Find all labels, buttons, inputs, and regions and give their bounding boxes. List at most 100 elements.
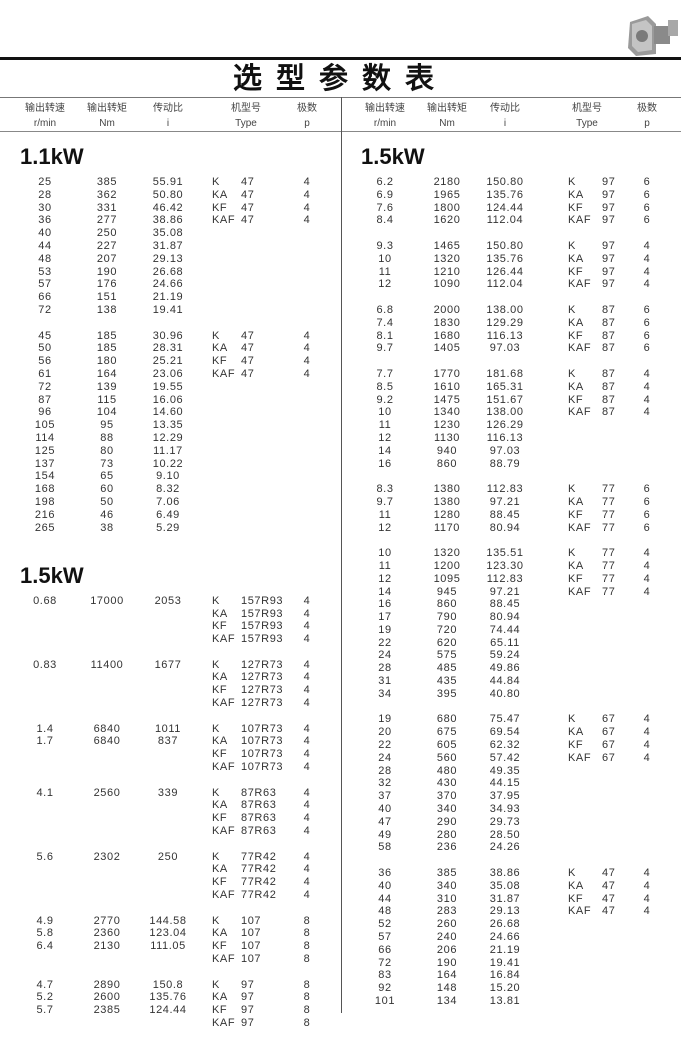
type-series-cell: KA [212,735,228,748]
speed-cell: 105 [34,419,56,432]
type-series-cell: KF [212,876,228,889]
type-size-cell: 87R63 [241,799,277,812]
torque-cell: 260 [436,918,458,931]
table-row: 22 605 62.32 KF 67 4 [341,739,681,752]
ratio-cell: 35.08 [152,227,184,240]
speed-cell: 7.6 [376,201,394,214]
table-row: 72 139 19.55 [0,381,340,394]
ratio-cell: 38.86 [152,214,184,227]
type-size-cell: 67 [602,726,616,739]
type-series-cell: K [212,329,220,342]
speed-cell: 6.9 [376,188,394,201]
type-size-cell: 77 [602,547,616,560]
ratio-cell: 150.8 [152,978,184,991]
table-row: 154 65 9.10 [0,470,340,483]
speed-cell: 53 [38,265,52,278]
speed-cell: 57 [38,278,52,291]
type-size-cell: 47 [241,355,255,368]
table-row: 48 207 29.13 [0,253,340,266]
power-section-title: 1.5kW [20,562,84,588]
speed-cell: 28 [38,188,52,201]
poles-cell: 4 [643,572,651,585]
speed-cell: 36 [378,867,392,880]
speed-cell: 20 [378,726,392,739]
table-row: 72 138 19.41 [0,304,340,317]
ratio-cell: 25.21 [152,355,184,368]
table-row: 4.7 2890 150.8 K 97 8 [0,979,340,992]
poles-cell: 8 [303,991,311,1004]
speed-cell: 56 [38,355,52,368]
ratio-cell: 57.42 [489,751,521,764]
column-header-unit: Type [576,118,598,129]
torque-cell: 331 [96,201,118,214]
torque-cell: 236 [436,841,458,854]
table-row: 40 340 34.93 [341,803,681,816]
table-row: 25 385 55.91 K 47 4 [0,176,340,189]
table-row: 28 480 49.35 [341,765,681,778]
table-row: 12 1130 116.13 [341,432,681,445]
ratio-cell: 24.66 [489,931,521,944]
table-row: 45 185 30.96 K 47 4 [0,330,340,343]
column-header-cn: 极数 [637,103,657,114]
ratio-cell: 135.51 [486,547,524,560]
ratio-cell: 38.86 [489,867,521,880]
type-series-cell: KA [568,380,584,393]
type-series-cell: KA [212,188,228,201]
poles-cell: 4 [303,812,311,825]
poles-cell: 4 [303,329,311,342]
ratio-cell: 31.87 [152,239,184,252]
table-row: 24 575 59.24 [341,649,681,662]
type-series-cell: KAF [568,406,592,419]
type-series-cell: KAF [568,521,592,534]
ratio-cell: 2053 [154,594,182,607]
poles-cell: 4 [303,201,311,214]
speed-cell: 57 [378,931,392,944]
table-row: KF 77R42 4 [0,876,340,889]
type-size-cell: 127R73 [241,697,284,710]
speed-cell: 12 [378,572,392,585]
ratio-cell: 59.24 [489,649,521,662]
poles-cell: 8 [303,914,311,927]
poles-cell: 4 [303,671,311,684]
torque-cell: 88 [100,431,114,444]
torque-cell: 227 [96,239,118,252]
ratio-cell: 129.29 [486,316,524,329]
table-row: 66 206 21.19 [341,944,681,957]
row-group: 6.8 2000 138.00 K 87 6 7.4 1830 129.29 KA 87 6 8.1 16… [341,304,681,355]
type-size-cell: 77 [602,508,616,521]
type-series-cell: KAF [212,1017,236,1029]
type-size-cell: 97 [602,188,616,201]
type-series-cell: KF [212,355,228,368]
type-series-cell: K [568,367,576,380]
torque-cell: 180 [96,355,118,368]
ratio-cell: 112.04 [486,214,524,227]
torque-cell: 860 [436,598,458,611]
table-row: 34 395 40.80 [341,688,681,701]
torque-cell: 6840 [93,722,121,735]
right-table: 1.5kW 6.2 2180 150.80 K 97 6 6.9 1965 135.76 KA 97 6… [341,132,681,1021]
type-series-cell: KA [568,726,584,739]
table-row: 137 73 10.22 [0,458,340,471]
row-group: 45 185 30.96 K 47 4 50 185 28.31 KA 47 4 56 180 25.21 K… [0,330,340,535]
speed-cell: 8.5 [376,380,394,393]
table-row: 7.7 1770 181.68 K 87 4 [341,368,681,381]
ratio-cell: 34.93 [489,803,521,816]
speed-cell: 24 [378,751,392,764]
poles-cell: 4 [643,252,651,265]
type-size-cell: 47 [241,367,255,380]
poles-cell: 6 [643,176,651,188]
torque-cell: 60 [100,483,114,496]
type-series-cell: KAF [568,905,592,918]
speed-cell: 66 [38,291,52,304]
ratio-cell: 19.41 [489,956,521,969]
speed-cell: 8.1 [376,329,394,342]
ratio-cell: 80.94 [489,521,521,534]
page-title: 选型参数表 [232,61,448,95]
row-group: 5.6 2302 250 K 77R42 4 KA 77R42 4 KF 77R42 4 KAF 77R4… [0,851,340,902]
type-size-cell: 77R42 [241,889,277,902]
ratio-cell: 75.47 [489,713,521,726]
type-series-cell: KAF [212,953,236,966]
column-header: 极数 p [277,101,337,131]
type-series-cell: KA [212,991,228,1004]
torque-cell: 190 [96,265,118,278]
